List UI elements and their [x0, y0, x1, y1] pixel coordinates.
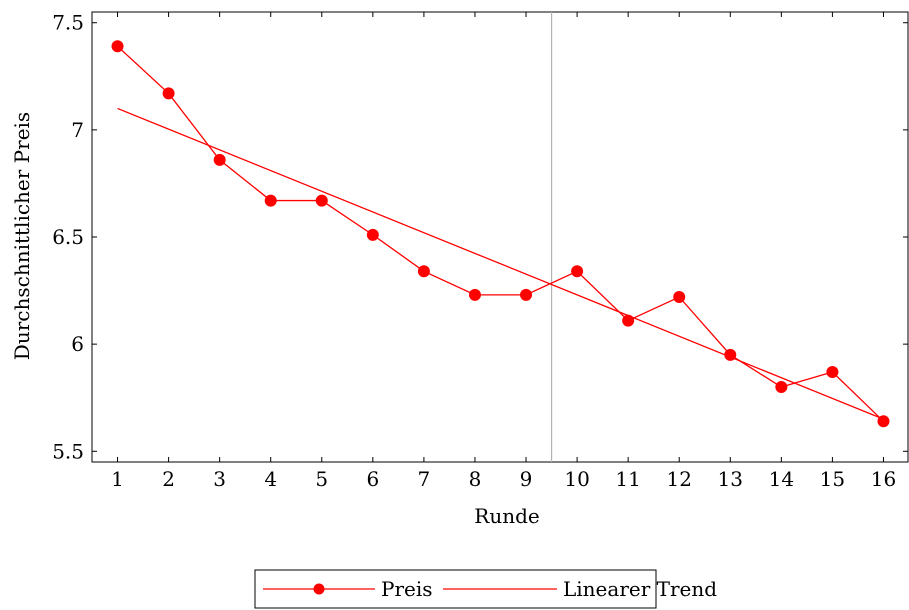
legend: Preis Linearer Trend	[254, 569, 717, 609]
x-tick-label: 10	[564, 467, 589, 491]
x-tick-label: 11	[615, 467, 640, 491]
x-tick-label: 15	[820, 467, 845, 491]
x-tick-label: 4	[264, 467, 277, 491]
x-axis-label: Runde	[474, 504, 539, 528]
y-tick-label: 7.5	[52, 11, 84, 35]
plot-frame	[91, 11, 909, 463]
data-point	[213, 153, 226, 166]
data-point	[775, 381, 788, 393]
x-tick-label: 7	[418, 467, 431, 491]
x-tick-label: 16	[871, 467, 896, 491]
data-point	[826, 366, 839, 378]
legend-label-preis: Preis	[381, 577, 433, 601]
x-tick-label: 12	[666, 467, 691, 491]
data-point	[264, 194, 277, 207]
data-point	[315, 194, 328, 207]
y-tick-label: 7	[71, 118, 84, 142]
legend-marker-preis	[313, 583, 325, 595]
data-point	[673, 291, 686, 303]
data-point	[571, 265, 584, 278]
data-point	[366, 228, 379, 241]
series-line-1	[117, 45, 884, 422]
x-tick-label: 1	[111, 467, 124, 491]
ticks-layer: 1 2 3 4 5 6 7 8 9 10 11 12 13 14 15 165.566.577.5	[52, 11, 908, 491]
legend-label-trend: Linearer Trend	[563, 577, 717, 601]
data-point	[111, 40, 124, 53]
y-tick-label: 6.5	[52, 225, 84, 249]
data-point	[417, 265, 430, 278]
x-tick-label: 8	[469, 467, 482, 491]
x-tick-label: 3	[213, 467, 226, 491]
data-point	[520, 288, 533, 301]
y-tick-label: 6	[71, 332, 84, 356]
series-line-2	[117, 107, 884, 420]
data-point	[468, 288, 481, 301]
y-tick-label: 5.5	[52, 439, 84, 463]
x-tick-label: 5	[315, 467, 328, 491]
x-tick-label: 13	[718, 467, 743, 491]
y-axis-label: Durchschnittlicher Preis	[10, 112, 34, 360]
x-tick-label: 6	[366, 467, 379, 491]
data-point	[162, 87, 175, 100]
axes-layer	[91, 11, 909, 463]
x-tick-label: 9	[520, 467, 533, 491]
x-tick-label: 2	[162, 467, 175, 491]
series-layer	[111, 40, 890, 428]
x-tick-label: 14	[769, 467, 794, 491]
